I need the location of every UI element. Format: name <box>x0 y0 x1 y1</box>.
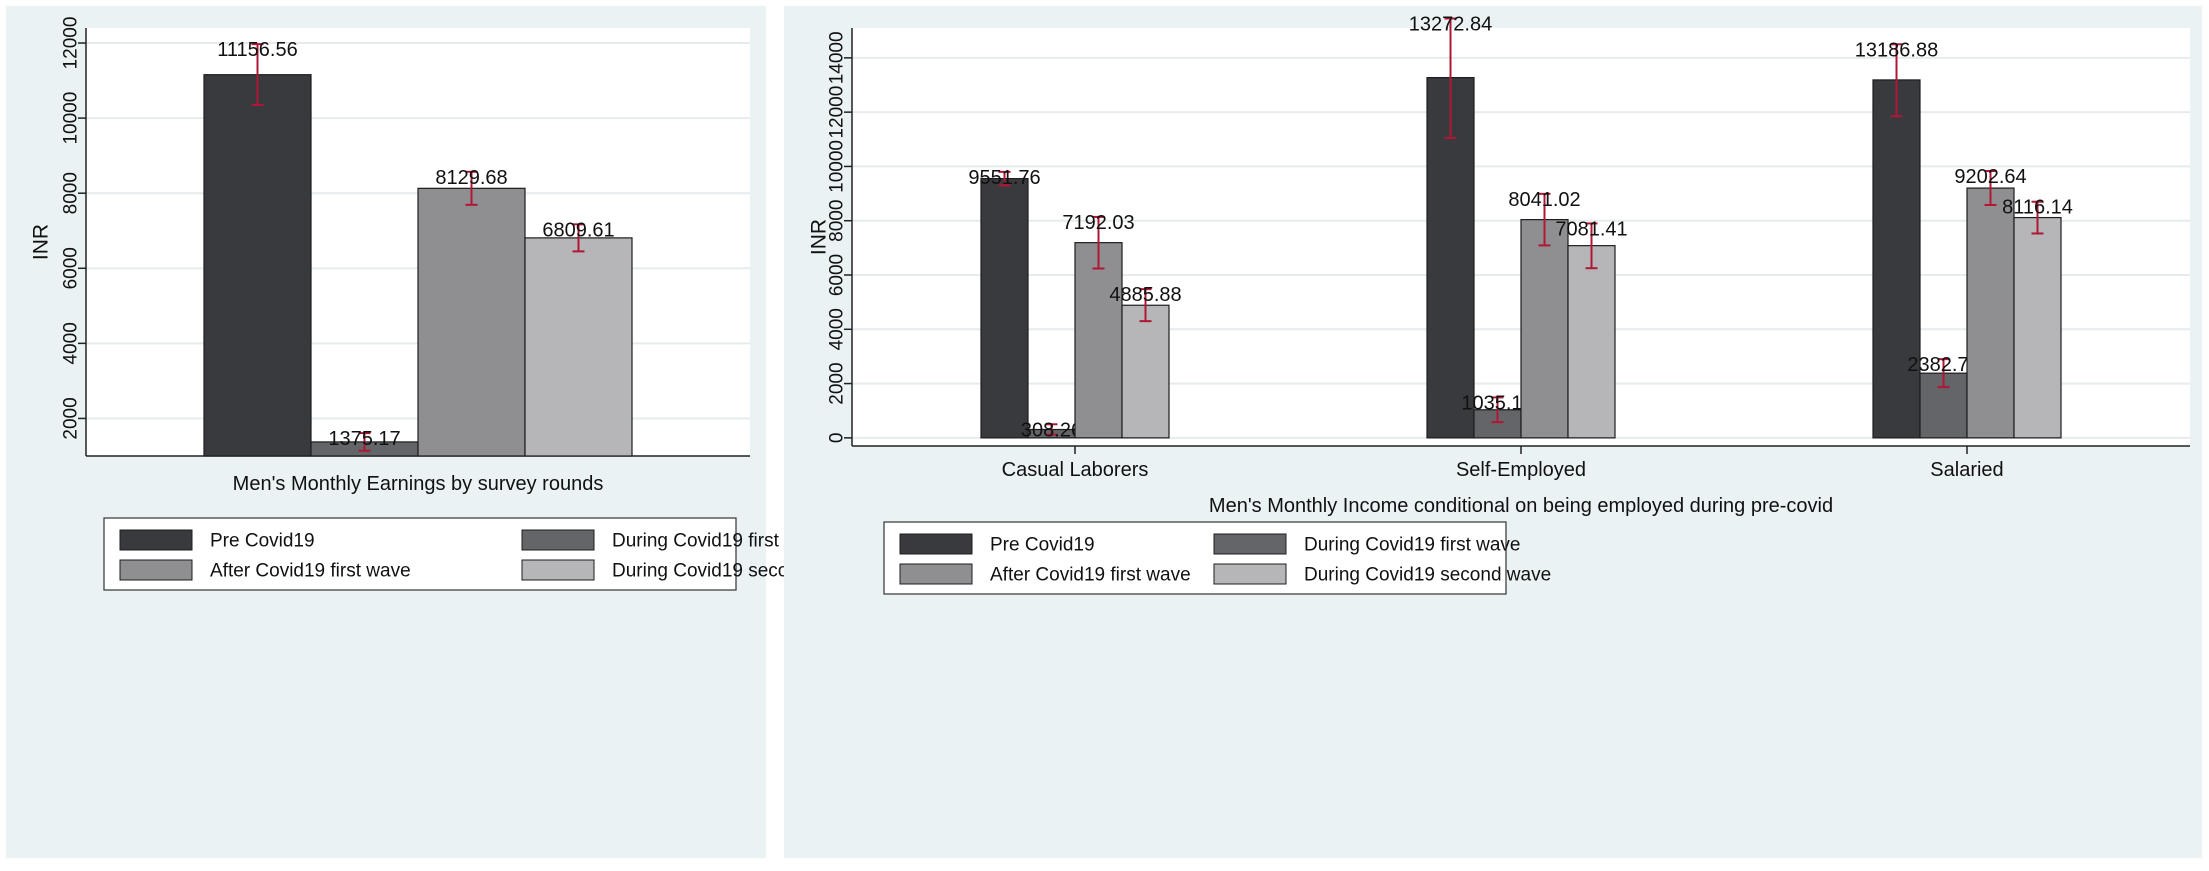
data-label: 1035.15 <box>1461 392 1533 414</box>
data-label: 8129.68 <box>435 167 507 189</box>
y-tick-label: 4000 <box>61 322 82 364</box>
legend-key <box>1213 563 1287 585</box>
bar <box>980 177 1029 439</box>
data-label: 308.26 <box>1021 419 1082 441</box>
data-label: 11156.56 <box>217 39 297 61</box>
data-label: 7081.41 <box>1555 218 1627 240</box>
y-axis-label: INR <box>29 224 52 260</box>
legend-key <box>521 559 595 581</box>
legend-label: During Covid19 first wave <box>612 531 828 552</box>
bar <box>2013 216 2062 439</box>
y-tick-label: 14000 <box>827 31 848 84</box>
y-tick-label: 10000 <box>61 92 82 145</box>
legend-key <box>119 559 193 581</box>
bar <box>524 237 633 457</box>
data-label: 9551.76 <box>968 167 1040 189</box>
chart-earnings-by-round: 20004000600080001000012000INR11156.56137… <box>6 6 859 858</box>
bar <box>203 74 312 457</box>
data-label: 7192.03 <box>1062 212 1134 234</box>
legend-label: After Covid19 first wave <box>210 561 411 582</box>
x-tick-label: Self-Employed <box>1456 459 1586 481</box>
bar <box>1567 245 1616 439</box>
data-label: 6809.61 <box>542 219 614 241</box>
legend-label: Pre Covid19 <box>210 531 315 552</box>
y-tick-label: 8000 <box>61 172 82 214</box>
legend-key <box>521 529 595 551</box>
y-tick-label: 4000 <box>827 308 848 350</box>
legend-label: Pre Covid19 <box>990 535 1095 556</box>
y-tick-label: 10000 <box>827 140 848 193</box>
y-axis-label: INR <box>807 219 830 255</box>
legend-box <box>883 521 1507 595</box>
bar <box>1966 187 2015 439</box>
bar <box>1074 242 1123 439</box>
bar <box>1121 304 1170 439</box>
data-label: 4885.88 <box>1109 284 1181 306</box>
x-axis-label: Men's Monthly Earnings by survey rounds <box>233 473 604 495</box>
data-label: 1375.17 <box>328 428 400 450</box>
data-label: 8041.02 <box>1508 189 1580 211</box>
x-tick-label: Salaried <box>1930 459 2003 481</box>
legend-key <box>899 533 973 555</box>
legend-key <box>119 529 193 551</box>
legend-label: During Covid19 second wave <box>1304 565 1551 586</box>
y-tick-label: 6000 <box>827 254 848 296</box>
bar <box>1520 219 1569 439</box>
y-tick-label: 12000 <box>61 17 82 70</box>
legend-label: After Covid19 first wave <box>990 565 1191 586</box>
x-axis-label: Men's Monthly Income conditional on bein… <box>1209 495 1833 517</box>
x-tick-label: Casual Laborers <box>1002 459 1149 481</box>
bar <box>417 187 526 457</box>
legend-key <box>899 563 973 585</box>
y-tick-label: 2000 <box>61 397 82 439</box>
bar <box>1872 79 1921 439</box>
legend-box <box>103 517 737 591</box>
legend-key <box>1213 533 1287 555</box>
data-label: 9202.64 <box>1954 166 2026 188</box>
y-tick-label: 2000 <box>827 362 848 404</box>
y-tick-label: 6000 <box>61 247 82 289</box>
y-tick-label: 8000 <box>827 200 848 242</box>
y-tick-label: 0 <box>827 433 848 444</box>
legend-label: During Covid19 first wave <box>1304 535 1520 556</box>
data-label: 13186.88 <box>1855 39 1938 61</box>
data-label: 2382.75 <box>1907 354 1979 376</box>
data-label: 8116.14 <box>2002 197 2073 219</box>
data-label: 13272.84 <box>1409 14 1492 36</box>
y-tick-label: 12000 <box>827 86 848 139</box>
